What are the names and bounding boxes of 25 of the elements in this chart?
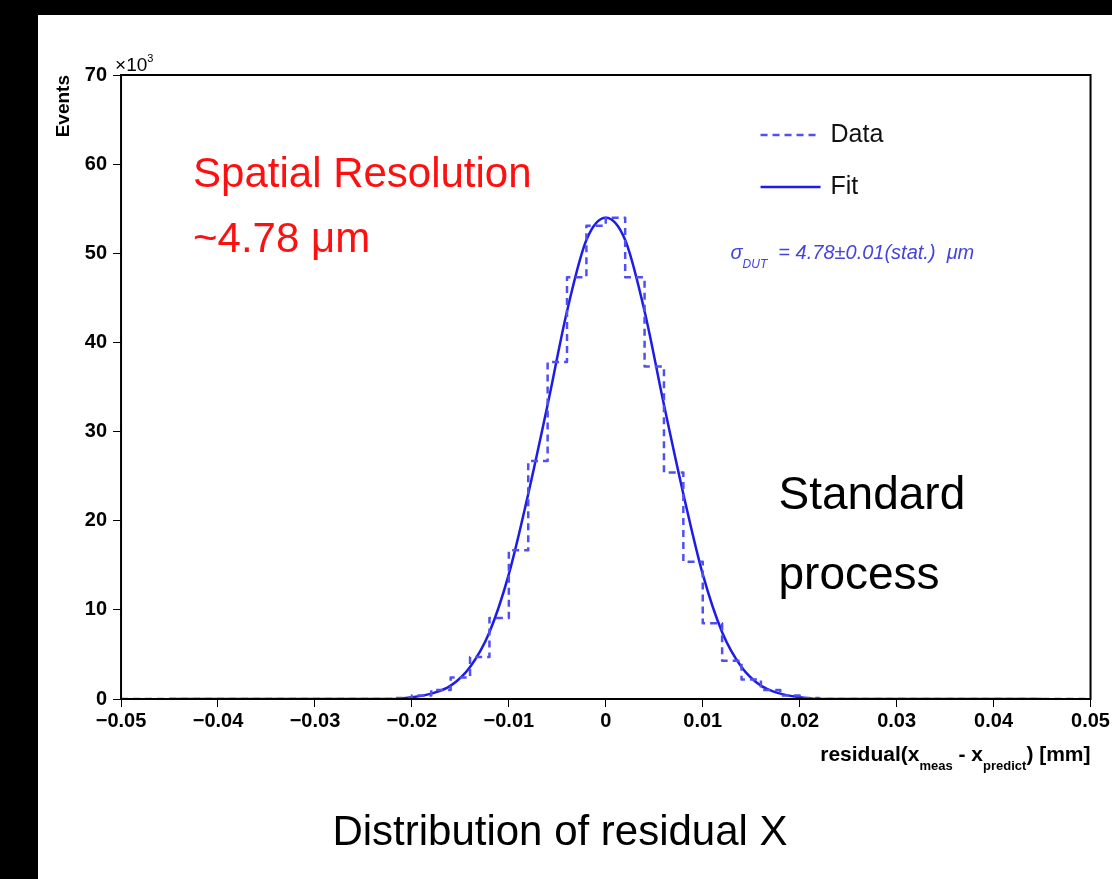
y-tick-label: 30 — [84, 419, 108, 442]
legend-label: Data — [830, 118, 884, 147]
x-tick-label: 0.03 — [877, 708, 917, 731]
x-tick-label: 0.04 — [974, 708, 1014, 731]
text: Distribution of residual X — [331, 807, 789, 855]
y-tick-label: 60 — [84, 151, 108, 174]
y-tick-label: 10 — [84, 597, 108, 620]
y-tick-label: 40 — [84, 329, 108, 352]
y-tick-label: 50 — [84, 240, 108, 263]
x-tick-label: −0.01 — [483, 708, 535, 731]
x-tick-label: 0 — [600, 708, 612, 731]
x-tick-label: −0.05 — [95, 708, 147, 731]
x-tick-label: −0.02 — [386, 708, 438, 731]
y-tick-label: 20 — [84, 508, 108, 531]
annotation: Spatial Resolution ~4.78 μm — [193, 149, 532, 261]
y-tick-label: 0 — [95, 686, 108, 709]
x-tick-label: 0.05 — [1071, 708, 1111, 731]
legend-label: Fit — [830, 170, 859, 199]
annotation: Standard process — [778, 467, 966, 599]
x-tick-label: −0.04 — [192, 708, 245, 731]
x-tick-label: 0.01 — [683, 708, 723, 731]
y-axis-title: Events — [51, 75, 73, 138]
y-tick-label: 70 — [84, 62, 108, 85]
x-tick-label: −0.03 — [289, 708, 341, 731]
x-tick-label: 0.02 — [780, 708, 820, 731]
